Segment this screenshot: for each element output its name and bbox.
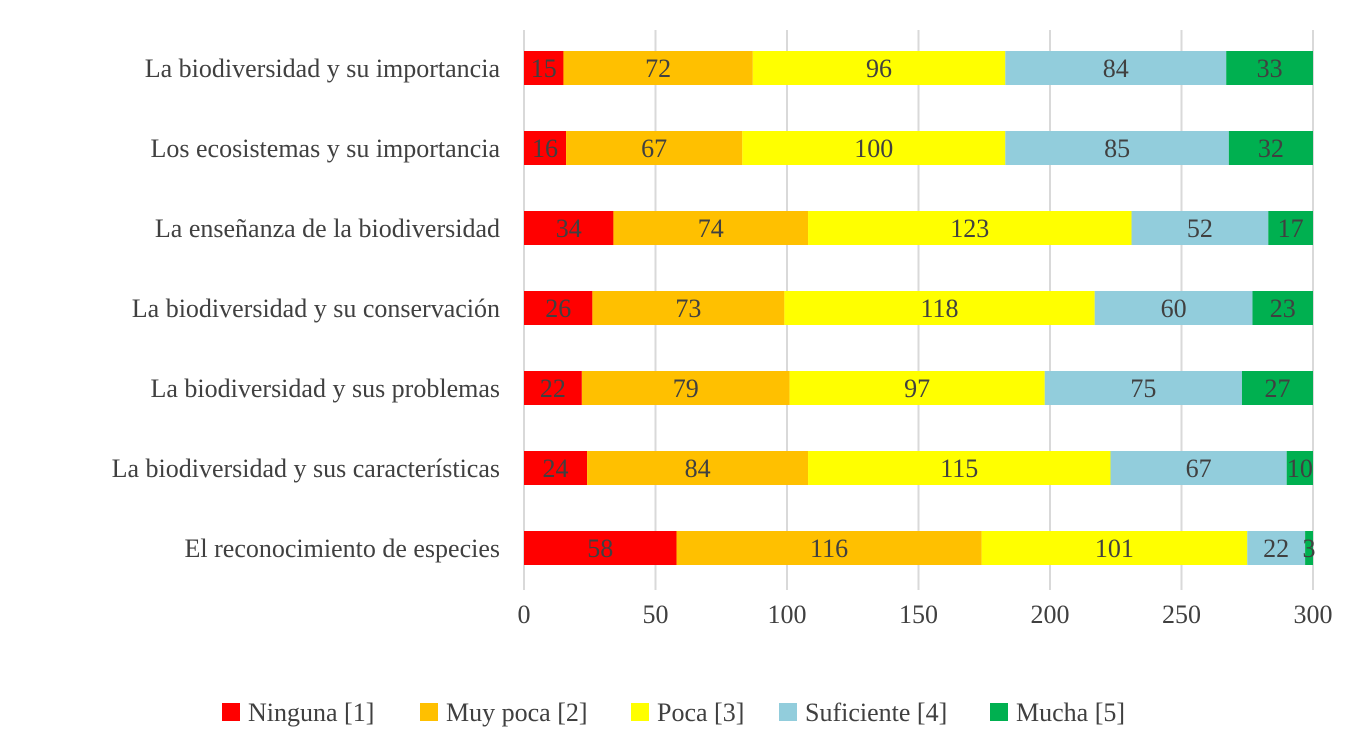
data-label: 116 xyxy=(810,534,848,563)
data-label: 32 xyxy=(1258,134,1284,163)
data-label: 85 xyxy=(1104,134,1130,163)
data-label: 101 xyxy=(1095,534,1134,563)
x-tick-label: 100 xyxy=(768,600,807,629)
data-label: 100 xyxy=(854,134,893,163)
legend-swatch xyxy=(222,703,240,721)
data-label: 115 xyxy=(940,454,978,483)
bar-segment xyxy=(1305,531,1313,565)
bar-segment xyxy=(1094,291,1253,325)
legend-label: Mucha [5] xyxy=(1016,698,1125,727)
bar-segment xyxy=(1286,451,1313,485)
bar-segment xyxy=(581,371,790,405)
data-label: 34 xyxy=(556,214,582,243)
bar-segment xyxy=(524,451,588,485)
bar-segment xyxy=(566,131,743,165)
bar-segment xyxy=(587,451,809,485)
data-label: 67 xyxy=(1186,454,1212,483)
data-label: 17 xyxy=(1278,214,1304,243)
bar-segment xyxy=(1131,211,1269,245)
bar-segment xyxy=(1228,131,1313,165)
bar-segment xyxy=(524,371,582,405)
category-label: La biodiversidad y su conservación xyxy=(132,294,500,323)
data-label: 96 xyxy=(866,54,892,83)
x-tick-label: 150 xyxy=(899,600,938,629)
data-label: 84 xyxy=(1103,54,1129,83)
legend-swatch xyxy=(631,703,649,721)
data-label: 60 xyxy=(1161,294,1187,323)
bar-segment xyxy=(1252,291,1313,325)
bar-segment xyxy=(752,51,1006,85)
data-label: 23 xyxy=(1270,294,1296,323)
bar-segment xyxy=(676,531,982,565)
data-label: 79 xyxy=(673,374,699,403)
bar-segment xyxy=(1241,371,1313,405)
bar-segment xyxy=(524,291,593,325)
data-label: 67 xyxy=(641,134,667,163)
data-label: 52 xyxy=(1187,214,1213,243)
x-tick-label: 50 xyxy=(643,600,669,629)
data-label: 75 xyxy=(1130,374,1156,403)
x-tick-label: 300 xyxy=(1294,600,1333,629)
bar-segment xyxy=(808,451,1111,485)
data-label: 10 xyxy=(1287,454,1313,483)
data-label: 15 xyxy=(531,54,557,83)
data-label: 24 xyxy=(543,454,569,483)
legend-swatch xyxy=(420,703,438,721)
legend-label: Muy poca [2] xyxy=(446,698,588,727)
bar-segment xyxy=(524,211,614,245)
category-label: Los ecosistemas y su importancia xyxy=(151,134,501,163)
legend-label: Suficiente [4] xyxy=(805,698,947,727)
bar-segment xyxy=(563,51,753,85)
bar-segment xyxy=(981,531,1248,565)
data-label: 74 xyxy=(698,214,724,243)
category-label: La biodiversidad y su importancia xyxy=(145,54,501,83)
data-label: 118 xyxy=(921,294,959,323)
category-label: El reconocimiento de especies xyxy=(185,534,500,563)
legend-swatch xyxy=(990,703,1008,721)
category-label: La enseñanza de la biodiversidad xyxy=(155,214,500,243)
legend-label: Ninguna [1] xyxy=(248,698,374,727)
bar-segment xyxy=(1005,51,1227,85)
data-label: 72 xyxy=(645,54,671,83)
data-label: 27 xyxy=(1264,374,1290,403)
bar-segment xyxy=(1247,531,1306,565)
data-label: 33 xyxy=(1257,54,1283,83)
bar-segment xyxy=(524,131,567,165)
category-label: La biodiversidad y sus características xyxy=(112,454,500,483)
bar-segment xyxy=(1110,451,1287,485)
x-tick-label: 0 xyxy=(518,600,531,629)
x-tick-label: 200 xyxy=(1031,600,1070,629)
bar-segment xyxy=(592,291,785,325)
x-tick-label: 250 xyxy=(1162,600,1201,629)
legend-label: Poca [3] xyxy=(657,698,744,727)
category-label: La biodiversidad y sus problemas xyxy=(151,374,501,403)
data-label: 3 xyxy=(1303,534,1316,563)
data-label: 26 xyxy=(545,294,571,323)
bar-segment xyxy=(524,531,677,565)
bar-segment xyxy=(613,211,809,245)
data-label: 73 xyxy=(675,294,701,323)
bar-segment xyxy=(742,131,1006,165)
data-label: 97 xyxy=(904,374,930,403)
legend-swatch xyxy=(779,703,797,721)
data-label: 22 xyxy=(1263,534,1289,563)
data-label: 22 xyxy=(540,374,566,403)
bar-segment xyxy=(1268,211,1313,245)
bar-segment xyxy=(1226,51,1313,85)
data-label: 16 xyxy=(532,134,558,163)
data-label: 58 xyxy=(587,534,613,563)
bar-segment xyxy=(524,51,564,85)
bar-segment xyxy=(808,211,1132,245)
bar-segment xyxy=(1005,131,1229,165)
data-label: 84 xyxy=(685,454,711,483)
bar-segment xyxy=(784,291,1095,325)
bar-segment xyxy=(789,371,1045,405)
data-label: 123 xyxy=(950,214,989,243)
bar-segment xyxy=(1044,371,1242,405)
